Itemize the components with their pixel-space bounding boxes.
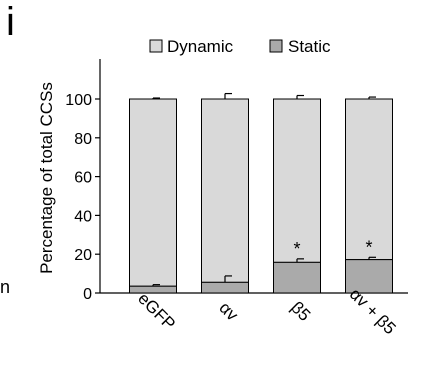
y-tick-label: 20 bbox=[74, 247, 92, 264]
panel-letter: i bbox=[6, 0, 15, 44]
legend-label-dynamic: Dynamic bbox=[167, 37, 234, 56]
bar-dynamic bbox=[345, 98, 393, 261]
y-axis-label: Percentage of total CCSs bbox=[37, 82, 56, 274]
x-tick-label: β5 bbox=[287, 298, 314, 325]
y-tick-label: 60 bbox=[74, 170, 92, 187]
bar-static bbox=[273, 261, 321, 294]
legend-swatch-dynamic bbox=[149, 39, 163, 53]
bar-static bbox=[345, 259, 393, 294]
bar-static bbox=[201, 281, 249, 294]
bar-dynamic bbox=[129, 98, 177, 287]
bar-static bbox=[129, 285, 177, 294]
legend-label-static: Static bbox=[288, 37, 331, 56]
bar-dynamic bbox=[273, 98, 321, 263]
y-tick-label: 0 bbox=[83, 286, 92, 303]
significance-marker: * bbox=[293, 239, 300, 259]
y-tick-label: 40 bbox=[74, 208, 92, 225]
legend: Dynamic Static bbox=[149, 37, 331, 56]
legend-swatch-static bbox=[269, 39, 283, 53]
y-tick-label: 80 bbox=[74, 131, 92, 148]
y-tick-label: 100 bbox=[65, 92, 92, 109]
significance-marker: * bbox=[365, 237, 372, 257]
x-tick-label: eGFP bbox=[134, 289, 179, 334]
x-tick-label: αv bbox=[215, 298, 242, 325]
cropped-text-fragment: n bbox=[0, 277, 11, 297]
bar-dynamic bbox=[201, 98, 249, 283]
